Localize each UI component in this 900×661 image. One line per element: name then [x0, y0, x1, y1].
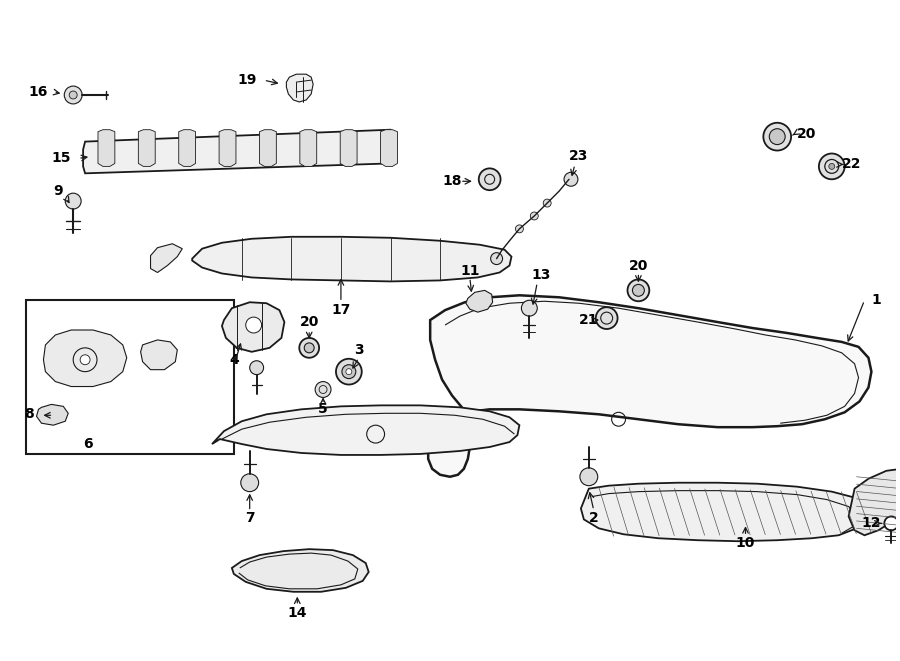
Text: 11: 11 — [460, 264, 480, 278]
Polygon shape — [259, 130, 276, 167]
Polygon shape — [340, 130, 357, 167]
Text: 8: 8 — [23, 407, 33, 421]
Circle shape — [249, 361, 264, 375]
Polygon shape — [37, 405, 68, 425]
Circle shape — [819, 153, 845, 179]
Polygon shape — [580, 483, 865, 541]
Text: 3: 3 — [354, 343, 364, 357]
Circle shape — [544, 199, 551, 207]
Polygon shape — [179, 130, 195, 167]
Polygon shape — [139, 130, 155, 167]
Text: 9: 9 — [53, 184, 63, 198]
Circle shape — [885, 516, 898, 530]
Circle shape — [479, 169, 500, 190]
Polygon shape — [212, 405, 519, 455]
Circle shape — [770, 129, 785, 145]
Circle shape — [346, 369, 352, 375]
Polygon shape — [83, 130, 395, 173]
Circle shape — [596, 307, 617, 329]
Text: 23: 23 — [569, 149, 589, 163]
Text: 1: 1 — [871, 293, 881, 307]
Circle shape — [829, 163, 834, 169]
Circle shape — [491, 253, 502, 264]
Text: 20: 20 — [300, 315, 319, 329]
Polygon shape — [140, 340, 177, 369]
Polygon shape — [428, 295, 871, 477]
Text: 21: 21 — [579, 313, 599, 327]
Circle shape — [342, 365, 356, 379]
Circle shape — [516, 225, 524, 233]
Bar — [25, 300, 234, 454]
Text: 10: 10 — [736, 536, 755, 550]
Circle shape — [241, 474, 258, 492]
Text: 20: 20 — [797, 127, 816, 141]
Polygon shape — [381, 130, 398, 167]
Circle shape — [300, 338, 319, 358]
Polygon shape — [232, 549, 369, 592]
Text: 7: 7 — [245, 512, 255, 525]
Circle shape — [246, 317, 262, 333]
Polygon shape — [98, 130, 115, 167]
Polygon shape — [43, 330, 127, 387]
Polygon shape — [193, 237, 511, 282]
Polygon shape — [219, 130, 236, 167]
Text: 14: 14 — [287, 605, 307, 619]
Text: 12: 12 — [861, 516, 881, 530]
Circle shape — [315, 381, 331, 397]
Text: 16: 16 — [29, 85, 49, 99]
Circle shape — [530, 212, 538, 220]
Circle shape — [627, 280, 649, 301]
Text: 19: 19 — [237, 73, 256, 87]
Circle shape — [564, 173, 578, 186]
Polygon shape — [849, 469, 900, 535]
Circle shape — [66, 193, 81, 209]
Circle shape — [64, 86, 82, 104]
Circle shape — [763, 123, 791, 151]
Polygon shape — [300, 130, 317, 167]
Text: 5: 5 — [319, 403, 328, 416]
Polygon shape — [286, 74, 313, 102]
Polygon shape — [222, 302, 284, 352]
Circle shape — [580, 468, 598, 486]
Circle shape — [521, 300, 537, 316]
Circle shape — [633, 284, 644, 296]
Text: 4: 4 — [229, 353, 238, 367]
Text: 20: 20 — [629, 258, 648, 272]
Circle shape — [304, 343, 314, 353]
Polygon shape — [466, 290, 492, 312]
Text: 2: 2 — [589, 512, 598, 525]
Text: 6: 6 — [84, 437, 93, 451]
Polygon shape — [150, 244, 183, 272]
Text: 15: 15 — [51, 151, 71, 165]
Text: 17: 17 — [331, 303, 351, 317]
Circle shape — [69, 91, 77, 99]
Text: 13: 13 — [532, 268, 551, 282]
Text: 22: 22 — [842, 157, 861, 171]
Circle shape — [336, 359, 362, 385]
Circle shape — [80, 355, 90, 365]
Text: 18: 18 — [442, 175, 462, 188]
